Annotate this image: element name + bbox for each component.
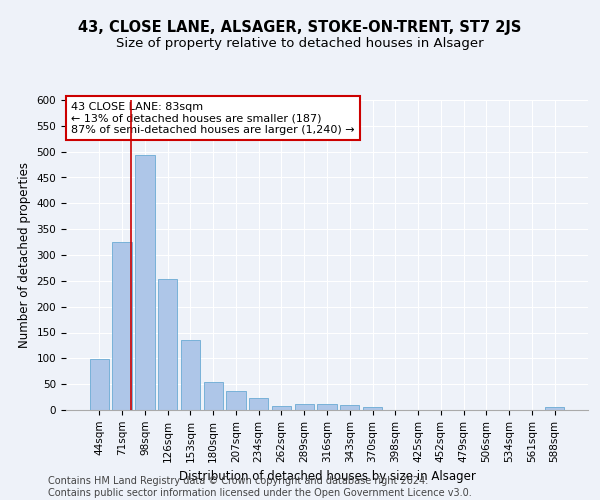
Bar bbox=[135, 156, 155, 410]
Bar bbox=[226, 391, 245, 410]
Bar bbox=[90, 360, 109, 410]
Bar bbox=[112, 242, 132, 410]
Bar bbox=[545, 408, 564, 410]
Bar bbox=[272, 406, 291, 410]
Text: Size of property relative to detached houses in Alsager: Size of property relative to detached ho… bbox=[116, 38, 484, 51]
Bar bbox=[340, 405, 359, 410]
Bar bbox=[317, 404, 337, 410]
Text: 43 CLOSE LANE: 83sqm
← 13% of detached houses are smaller (187)
87% of semi-deta: 43 CLOSE LANE: 83sqm ← 13% of detached h… bbox=[71, 102, 355, 134]
Bar bbox=[203, 382, 223, 410]
Y-axis label: Number of detached properties: Number of detached properties bbox=[18, 162, 31, 348]
Bar bbox=[158, 280, 178, 410]
X-axis label: Distribution of detached houses by size in Alsager: Distribution of detached houses by size … bbox=[179, 470, 475, 483]
Bar bbox=[363, 408, 382, 410]
Bar bbox=[181, 340, 200, 410]
Text: Contains HM Land Registry data © Crown copyright and database right 2024.
Contai: Contains HM Land Registry data © Crown c… bbox=[48, 476, 472, 498]
Bar bbox=[249, 398, 268, 410]
Bar bbox=[295, 404, 314, 410]
Text: 43, CLOSE LANE, ALSAGER, STOKE-ON-TRENT, ST7 2JS: 43, CLOSE LANE, ALSAGER, STOKE-ON-TRENT,… bbox=[79, 20, 521, 35]
